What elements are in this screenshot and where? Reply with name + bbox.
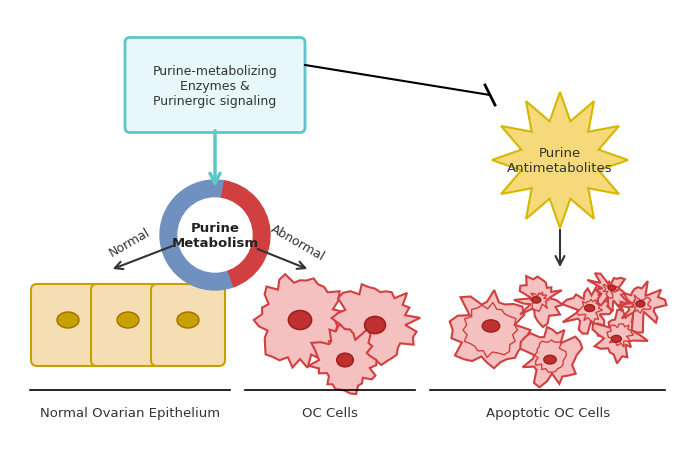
- Polygon shape: [253, 275, 347, 368]
- Polygon shape: [492, 93, 628, 228]
- Circle shape: [178, 198, 252, 273]
- Wedge shape: [221, 182, 270, 287]
- Polygon shape: [593, 309, 648, 364]
- Ellipse shape: [337, 354, 353, 367]
- Wedge shape: [160, 181, 234, 290]
- Polygon shape: [587, 274, 630, 312]
- Ellipse shape: [364, 317, 386, 334]
- Polygon shape: [618, 282, 667, 333]
- Ellipse shape: [608, 285, 616, 291]
- Ellipse shape: [288, 311, 312, 330]
- Polygon shape: [308, 324, 377, 394]
- Ellipse shape: [482, 320, 500, 332]
- Ellipse shape: [117, 312, 139, 328]
- Polygon shape: [449, 290, 530, 369]
- Ellipse shape: [177, 312, 199, 328]
- FancyBboxPatch shape: [125, 38, 305, 133]
- Ellipse shape: [636, 301, 645, 307]
- FancyBboxPatch shape: [31, 284, 105, 366]
- Ellipse shape: [544, 355, 556, 364]
- Text: OC Cells: OC Cells: [302, 407, 358, 420]
- Ellipse shape: [57, 312, 79, 328]
- Text: Purine
Antimetabolites: Purine Antimetabolites: [507, 147, 613, 175]
- Text: Purine
Metabolism: Purine Metabolism: [171, 222, 258, 249]
- Text: Purine-metabolizing
Enzymes &
Purinergic signaling: Purine-metabolizing Enzymes & Purinergic…: [153, 64, 277, 107]
- Text: Normal: Normal: [107, 226, 153, 259]
- Circle shape: [160, 181, 270, 290]
- Ellipse shape: [584, 305, 595, 312]
- Text: Apoptotic OC Cells: Apoptotic OC Cells: [486, 407, 610, 420]
- Polygon shape: [332, 285, 420, 365]
- Polygon shape: [514, 277, 563, 327]
- Polygon shape: [520, 327, 582, 388]
- FancyBboxPatch shape: [91, 284, 165, 366]
- Text: Normal Ovarian Epithelium: Normal Ovarian Epithelium: [40, 407, 220, 420]
- Text: Abnormal: Abnormal: [269, 222, 327, 263]
- Polygon shape: [562, 282, 613, 337]
- Ellipse shape: [532, 297, 541, 303]
- FancyBboxPatch shape: [151, 284, 225, 366]
- Ellipse shape: [612, 336, 621, 343]
